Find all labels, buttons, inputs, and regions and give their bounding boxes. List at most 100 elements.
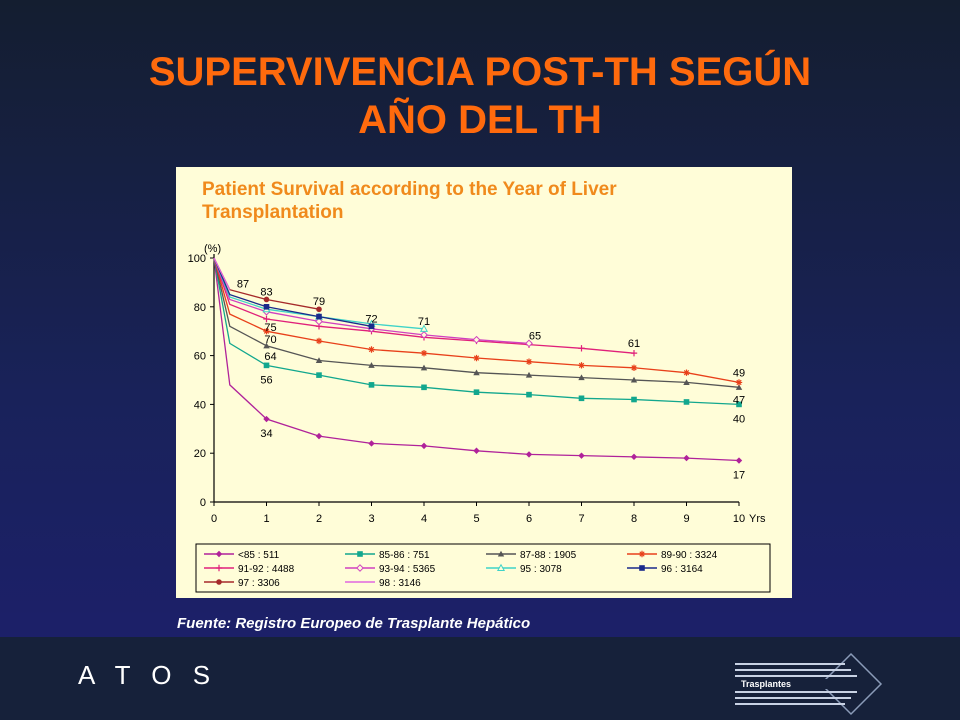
series-point-1 bbox=[368, 382, 375, 388]
series-point-0 bbox=[630, 453, 638, 461]
series-point-8 bbox=[263, 296, 270, 303]
series-point-5 bbox=[315, 317, 323, 326]
data-label: 49 bbox=[733, 367, 745, 379]
series-point-4 bbox=[630, 349, 638, 357]
legend-marker bbox=[215, 550, 223, 558]
series-point-7 bbox=[368, 323, 375, 330]
x-tick-label: 6 bbox=[526, 513, 532, 525]
series-point-0 bbox=[315, 432, 323, 440]
data-label: 34 bbox=[260, 428, 272, 440]
data-label: 72 bbox=[365, 313, 377, 325]
legend-label: 87-88 : 1905 bbox=[520, 550, 577, 561]
x-tick-label: 4 bbox=[421, 513, 427, 525]
legend-box bbox=[195, 543, 771, 593]
legend-marker bbox=[357, 551, 363, 557]
series-point-5 bbox=[525, 339, 533, 348]
slide-title-line-2: AÑO DEL TH bbox=[358, 98, 602, 142]
y-axis-label: (%) bbox=[204, 243, 221, 255]
data-label: 40 bbox=[733, 413, 745, 425]
series-line-3 bbox=[213, 257, 740, 384]
series-point-7 bbox=[263, 304, 270, 310]
series-point-3 bbox=[630, 364, 638, 371]
legend-label: 95 : 3078 bbox=[520, 564, 562, 575]
legend-label: 85-86 : 751 bbox=[379, 550, 430, 561]
data-label: 56 bbox=[260, 374, 272, 386]
series-point-1 bbox=[736, 401, 742, 408]
series-point-3 bbox=[368, 346, 375, 353]
series-point-1 bbox=[473, 389, 480, 395]
series-point-3 bbox=[525, 358, 533, 365]
x-tick-label: 9 bbox=[683, 513, 689, 525]
legend-label: 98 : 3146 bbox=[379, 578, 421, 589]
slide-title: SUPERVIVENCIA POST-TH SEGÚN AÑO DEL TH bbox=[0, 48, 960, 144]
series-point-7 bbox=[316, 313, 322, 320]
series-point-0 bbox=[263, 415, 270, 423]
trasplantes-logo: Trasplantes bbox=[735, 652, 883, 716]
x-tick-label: 0 bbox=[211, 513, 217, 525]
series-point-0 bbox=[683, 454, 690, 462]
series-point-2 bbox=[473, 369, 480, 376]
y-tick-label: 100 bbox=[188, 253, 206, 265]
series-point-2 bbox=[420, 364, 428, 371]
data-label: 61 bbox=[628, 338, 640, 350]
chart-title-line-2: Transplantation bbox=[202, 202, 343, 223]
survival-chart-svg: Patient Survival according to the Year o… bbox=[188, 179, 771, 593]
series-point-2 bbox=[525, 371, 533, 378]
x-tick-label: 3 bbox=[368, 513, 374, 525]
legend-marker bbox=[638, 550, 646, 558]
data-label: 70 bbox=[264, 334, 276, 346]
x-axis-label: Yrs bbox=[749, 513, 766, 525]
series-line-6 bbox=[213, 257, 425, 330]
series-point-0 bbox=[735, 457, 743, 464]
y-tick-label: 20 bbox=[194, 448, 206, 460]
series-point-2 bbox=[263, 342, 270, 349]
y-tick-label: 40 bbox=[194, 399, 206, 411]
legend-label: 97 : 3306 bbox=[238, 578, 280, 589]
series-point-0 bbox=[525, 451, 533, 458]
series-line-4 bbox=[213, 257, 635, 354]
series-point-3 bbox=[578, 362, 585, 369]
series-point-6 bbox=[419, 324, 429, 332]
chart-title-line-1: Patient Survival according to the Year o… bbox=[202, 179, 617, 200]
series-point-1 bbox=[421, 384, 427, 391]
series-point-5 bbox=[472, 335, 481, 344]
series-point-1 bbox=[578, 395, 585, 402]
series-line-0 bbox=[213, 257, 740, 462]
legend-marker bbox=[216, 579, 222, 585]
slide-title-line-1: SUPERVIVENCIA POST-TH SEGÚN bbox=[148, 50, 812, 94]
series-point-3 bbox=[315, 337, 323, 345]
x-tick-label: 2 bbox=[316, 513, 322, 525]
x-tick-label: 8 bbox=[631, 513, 637, 525]
brand-text: A T O S bbox=[78, 660, 218, 690]
series-point-1 bbox=[263, 362, 270, 369]
y-tick-label: 60 bbox=[194, 351, 206, 363]
data-label: 75 bbox=[264, 322, 276, 334]
series-point-2 bbox=[578, 374, 585, 381]
series-point-3 bbox=[420, 349, 428, 357]
survival-chart: Patient Survival according to the Year o… bbox=[176, 167, 792, 598]
series-point-3 bbox=[473, 354, 480, 362]
data-label: 87 bbox=[237, 279, 249, 291]
series-point-1 bbox=[631, 396, 637, 403]
data-label: 47 bbox=[733, 394, 745, 406]
series-line-1 bbox=[213, 257, 740, 406]
legend: <85 : 511 85-86 : 751 87-88 : 1905 89-90 : … bbox=[195, 543, 771, 593]
series-point-4 bbox=[578, 345, 585, 352]
series-line-2 bbox=[213, 257, 740, 388]
legend-label: <85 : 511 bbox=[238, 550, 280, 561]
x-tick-label: 7 bbox=[578, 513, 584, 525]
series-point-0 bbox=[578, 452, 585, 459]
y-tick-label: 0 bbox=[200, 497, 206, 509]
x-tick-label: 1 bbox=[263, 513, 269, 525]
series-point-3 bbox=[683, 369, 690, 376]
y-tick-label: 80 bbox=[194, 302, 206, 314]
logo-text: Trasplantes bbox=[741, 679, 791, 689]
data-label: 64 bbox=[264, 351, 276, 363]
legend-marker bbox=[496, 563, 506, 572]
source-note: Fuente: Registro Europeo de Trasplante H… bbox=[177, 615, 531, 632]
series-point-8 bbox=[316, 306, 322, 313]
series-point-0 bbox=[420, 442, 428, 450]
x-tick-label: 5 bbox=[473, 513, 479, 525]
data-label: 83 bbox=[260, 286, 272, 298]
